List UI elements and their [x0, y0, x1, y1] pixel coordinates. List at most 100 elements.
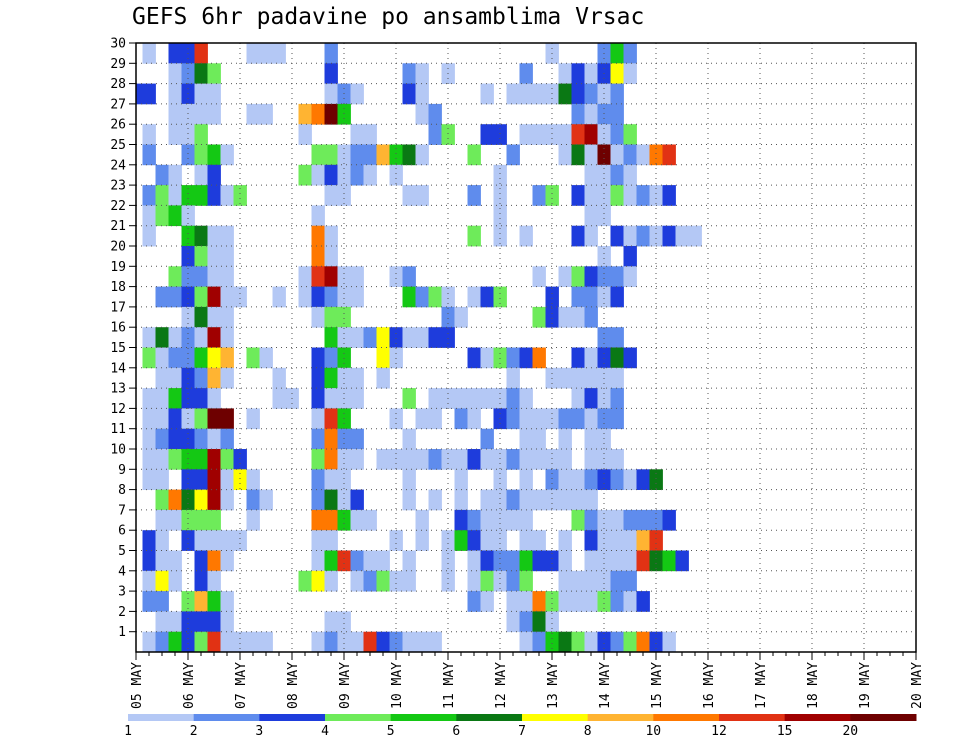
heatmap-cell — [181, 103, 195, 125]
heatmap-cell — [350, 509, 364, 531]
heatmap-cell — [155, 367, 169, 389]
heatmap-cell — [532, 631, 546, 653]
heatmap-cell — [519, 408, 533, 430]
heatmap-cell — [194, 306, 208, 328]
heatmap-cell — [220, 266, 234, 287]
heatmap-cell — [324, 43, 338, 64]
heatmap-cell — [623, 550, 637, 572]
heatmap-cell — [558, 570, 572, 592]
heatmap-cell — [584, 591, 598, 612]
heatmap-cell — [597, 246, 611, 267]
heatmap-cell — [519, 530, 533, 551]
heatmap-cell — [363, 164, 377, 186]
heatmap-cell — [311, 347, 325, 369]
heatmap-cell — [194, 266, 208, 287]
heatmap-cell — [311, 306, 325, 328]
x-tick-label: 05 MAY — [130, 662, 145, 709]
heatmap-cell — [571, 591, 585, 612]
heatmap-cell — [571, 408, 585, 430]
heatmap-cell — [480, 388, 494, 409]
heatmap-cell — [194, 164, 208, 186]
heatmap-cell — [298, 570, 312, 592]
heatmap-cell — [389, 570, 403, 592]
heatmap-cell — [402, 469, 416, 490]
heatmap-cell — [519, 347, 533, 369]
heatmap-cell — [467, 286, 481, 308]
heatmap-cell — [558, 591, 572, 612]
heatmap-cell — [467, 347, 481, 369]
heatmap-cell — [142, 43, 156, 64]
heatmap-cell — [181, 185, 195, 206]
legend-swatch — [784, 714, 851, 721]
heatmap-cell — [493, 185, 507, 206]
heatmap-cell — [597, 164, 611, 186]
heatmap-cell — [610, 408, 624, 430]
heatmap-cell — [337, 306, 351, 328]
heatmap-cell — [311, 164, 325, 186]
heatmap-cell — [324, 306, 338, 328]
heatmap-cell — [584, 530, 598, 551]
x-tick-label: 06 MAY — [182, 662, 197, 709]
heatmap-cell — [207, 63, 221, 84]
heatmap-cell — [337, 185, 351, 206]
heatmap-cell — [623, 124, 637, 145]
legend-label: 6 — [452, 724, 460, 739]
heatmap-cell — [662, 550, 676, 572]
heatmap-cell — [584, 631, 598, 653]
heatmap-cell — [220, 449, 234, 470]
heatmap-cell — [545, 469, 559, 490]
heatmap-cell — [610, 164, 624, 186]
heatmap-cell — [688, 225, 702, 247]
heatmap-cell — [571, 185, 585, 206]
heatmap-cell — [194, 124, 208, 145]
heatmap-cell — [402, 185, 416, 206]
heatmap-cell — [623, 570, 637, 592]
heatmap-cell — [311, 286, 325, 308]
heatmap-cell — [584, 164, 598, 186]
heatmap-cell — [311, 631, 325, 653]
heatmap-cell — [207, 225, 221, 247]
heatmap-cell — [623, 43, 637, 64]
heatmap-cell — [324, 63, 338, 84]
heatmap-cell — [168, 205, 182, 227]
heatmap-cell — [142, 449, 156, 470]
heatmap-cell — [623, 347, 637, 369]
heatmap-cell — [220, 469, 234, 490]
y-tick-label: 5 — [118, 544, 126, 559]
heatmap-cell — [363, 631, 377, 653]
heatmap-cell — [389, 530, 403, 551]
heatmap-cell — [493, 489, 507, 511]
heatmap-cell — [259, 489, 273, 511]
heatmap-cell — [532, 530, 546, 551]
heatmap-cell — [337, 327, 351, 348]
y-tick-label: 2 — [118, 605, 126, 620]
heatmap-cell — [597, 428, 611, 450]
heatmap-cell — [207, 144, 221, 166]
heatmap-cell — [155, 408, 169, 430]
heatmap-cell — [532, 449, 546, 470]
heatmap-cell — [142, 530, 156, 551]
y-tick-label: 19 — [110, 260, 126, 275]
heatmap-cell — [415, 327, 429, 348]
heatmap-cells — [136, 43, 702, 653]
heatmap-cell — [194, 43, 208, 64]
heatmap-cell — [519, 469, 533, 490]
heatmap-cell — [207, 469, 221, 490]
heatmap-cell — [324, 469, 338, 490]
heatmap-cell — [415, 103, 429, 125]
legend-label: 1 — [124, 724, 132, 739]
heatmap-cell — [519, 124, 533, 145]
heatmap-cell — [155, 611, 169, 633]
heatmap-cell — [571, 144, 585, 166]
heatmap-cell — [311, 570, 325, 592]
heatmap-cell — [480, 428, 494, 450]
heatmap-cell — [467, 408, 481, 430]
heatmap-cell — [636, 225, 650, 247]
legend-label: 8 — [584, 724, 592, 739]
heatmap-cell — [155, 489, 169, 511]
heatmap-cell — [558, 550, 572, 572]
heatmap-cell — [194, 591, 208, 612]
heatmap-cell — [597, 266, 611, 287]
heatmap-cell — [610, 327, 624, 348]
heatmap-cell — [207, 266, 221, 287]
